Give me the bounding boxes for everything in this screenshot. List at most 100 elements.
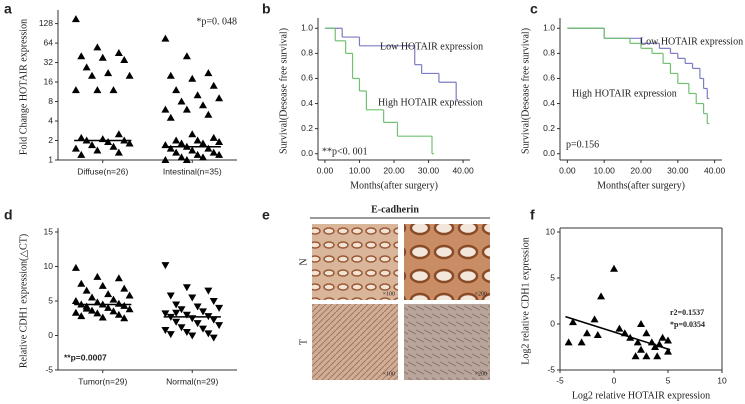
y-tick-label: 0.8 [543, 48, 555, 58]
point [104, 137, 113, 145]
point [597, 292, 606, 300]
x-tick-label: 30.00 [667, 165, 689, 175]
point [215, 150, 224, 158]
point [664, 347, 672, 355]
point [71, 297, 80, 304]
magnification: ×100 [383, 371, 395, 377]
y-tick-label: 0.2 [543, 123, 555, 133]
point [631, 352, 640, 360]
y-tick-label: 4 [48, 115, 53, 125]
y-tick-label: 8 [48, 96, 53, 106]
point [88, 306, 97, 314]
y-tick-label: -5 [547, 364, 555, 374]
point [182, 311, 191, 319]
y-tick-label: 1.0 [301, 23, 313, 33]
y-tick-label: 0.2 [301, 123, 313, 133]
annotation: r2=0.1537 [670, 308, 704, 317]
point [642, 329, 651, 337]
point [564, 338, 573, 346]
series-label: High HOTAIR expression [572, 88, 677, 99]
series-label: Low HOTAIR expression [380, 41, 483, 52]
point [71, 144, 80, 152]
point [104, 290, 113, 298]
point [120, 56, 129, 64]
y-tick-label: 0.6 [543, 73, 555, 83]
annotation: **p<0. 001 [322, 146, 368, 157]
point [633, 338, 642, 346]
point [583, 329, 591, 337]
point [88, 141, 97, 149]
point [198, 101, 207, 109]
point [109, 142, 118, 150]
magnification: ×200 [475, 291, 487, 297]
point [610, 264, 618, 272]
point [93, 146, 102, 154]
point [209, 298, 218, 305]
point [114, 130, 123, 138]
y-tick-label: 5 [48, 295, 53, 305]
point [215, 304, 224, 312]
point [188, 146, 197, 154]
y-tick-label: 10 [546, 226, 556, 236]
point [172, 86, 181, 94]
annotation: **p=0.0007 [64, 352, 107, 362]
point [577, 338, 586, 346]
y-tick-label: 15 [44, 226, 54, 236]
x-tick-label: 10.00 [594, 165, 616, 175]
point [93, 272, 102, 280]
point [88, 71, 97, 79]
x-axis-label: Months(after surgery) [597, 180, 685, 191]
x-tick-label: 40.00 [452, 165, 474, 175]
point [182, 284, 191, 292]
point [198, 308, 207, 316]
point [120, 314, 129, 322]
point [193, 150, 202, 158]
y-tick-label: 0.4 [301, 98, 313, 108]
y-tick-label: 1.0 [543, 23, 555, 33]
point [71, 263, 80, 271]
series-label: Low HOTAIR expression [640, 36, 743, 47]
panel-letter: b [262, 1, 271, 17]
x-tick-label: 20.00 [383, 165, 405, 175]
point [193, 320, 202, 328]
point [204, 69, 213, 77]
point [209, 316, 218, 324]
point [77, 52, 86, 60]
micrograph [404, 224, 490, 300]
x-tick-label: Normal(n=29) [166, 376, 218, 386]
point [77, 133, 86, 141]
point [114, 48, 123, 56]
x-tick-label: 30.00 [418, 165, 440, 175]
point [204, 330, 213, 338]
point [77, 312, 86, 320]
point [209, 81, 218, 89]
point [177, 324, 186, 332]
point [198, 325, 207, 333]
row-label: T [298, 339, 309, 345]
point [114, 148, 123, 156]
point [93, 86, 102, 94]
point [642, 352, 651, 360]
point [209, 334, 218, 342]
fit-line [565, 315, 671, 351]
point [215, 137, 224, 145]
panel-letter: c [530, 1, 538, 17]
magnification: ×100 [383, 291, 395, 297]
x-tick-label: 10 [717, 375, 727, 385]
panel-letter: e [262, 207, 270, 223]
point [177, 153, 186, 161]
y-tick-label: 2 [48, 135, 53, 145]
point [109, 307, 118, 315]
x-tick-label: 20.00 [630, 165, 652, 175]
point [166, 71, 175, 79]
x-tick-label: 0 [612, 375, 617, 385]
y-tick-label: 1 [48, 154, 53, 164]
point [161, 34, 170, 42]
point [166, 144, 175, 152]
point [161, 262, 170, 270]
point [204, 144, 213, 152]
y-tick-label: 0.6 [301, 73, 313, 83]
y-tick-label: 16 [44, 76, 54, 86]
y-tick-label: -5 [45, 364, 53, 374]
